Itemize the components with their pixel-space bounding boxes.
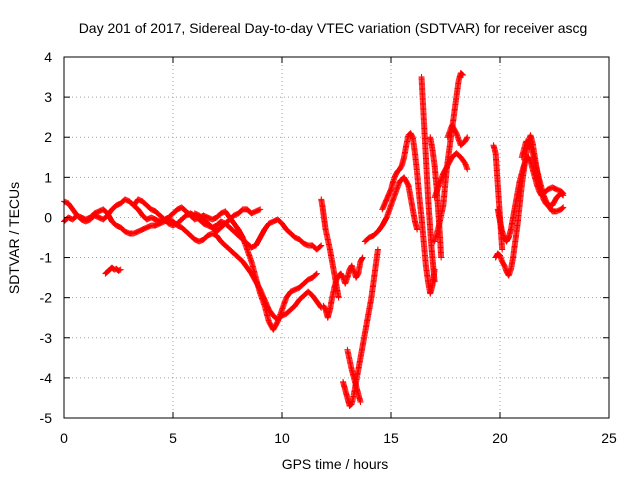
x-tick-labels: 0 5 10 15 20 25: [60, 430, 617, 446]
data-point: [359, 255, 366, 262]
y-tick-label: -4: [40, 370, 53, 386]
data-point: [463, 135, 470, 142]
data-point: [558, 205, 565, 212]
y-axis-label: SDTVAR / TECUs: [6, 182, 22, 294]
data-point: [499, 246, 506, 253]
y-tick-label: -1: [40, 250, 53, 266]
data-point: [560, 190, 567, 197]
data-point: [117, 266, 124, 273]
data-point: [313, 271, 320, 278]
x-tick-label: 20: [492, 430, 508, 446]
y-tick-label: -5: [40, 410, 53, 426]
data-point: [116, 267, 123, 274]
data-point: [374, 246, 381, 253]
data-points: [61, 70, 567, 409]
data-point: [256, 206, 263, 213]
chart-title: Day 201 of 2017, Sidereal Day-to-day VTE…: [79, 20, 588, 36]
x-axis-label: GPS time / hours: [282, 456, 389, 472]
y-tick-labels: -5 -4 -3 -2 -1 0 1 2 3 4: [40, 49, 53, 426]
data-point: [414, 226, 421, 233]
data-point: [357, 398, 364, 405]
y-tick-label: 3: [44, 89, 52, 105]
x-tick-label: 15: [383, 430, 399, 446]
y-tick-label: 1: [44, 169, 52, 185]
y-tick-label: 0: [44, 209, 52, 225]
data-point: [317, 243, 324, 250]
data-point: [359, 254, 366, 261]
data-point: [464, 166, 471, 173]
data-point: [464, 134, 471, 141]
y-tick-label: 4: [44, 49, 52, 65]
y-tick-label: -3: [40, 330, 53, 346]
data-point: [459, 71, 466, 78]
data-point: [560, 204, 567, 211]
data-point: [558, 189, 565, 196]
data-point: [438, 254, 445, 261]
x-tick-label: 25: [601, 430, 617, 446]
data-point: [431, 278, 438, 285]
plot-frame: [63, 56, 610, 419]
x-tick-label: 0: [60, 430, 68, 446]
data-point: [109, 265, 116, 272]
data-point: [459, 72, 466, 79]
data-point: [257, 206, 264, 213]
data-point: [313, 270, 320, 277]
axis-ticks: [63, 56, 610, 419]
data-point: [458, 70, 465, 77]
y-tick-label: -2: [40, 290, 53, 306]
x-tick-label: 10: [274, 430, 290, 446]
data-point: [559, 189, 566, 196]
grid-lines: [64, 57, 609, 418]
x-tick-label: 5: [169, 430, 177, 446]
data-point: [335, 294, 342, 301]
data-point: [318, 242, 325, 249]
y-tick-label: 2: [44, 129, 52, 145]
data-point: [559, 205, 566, 212]
